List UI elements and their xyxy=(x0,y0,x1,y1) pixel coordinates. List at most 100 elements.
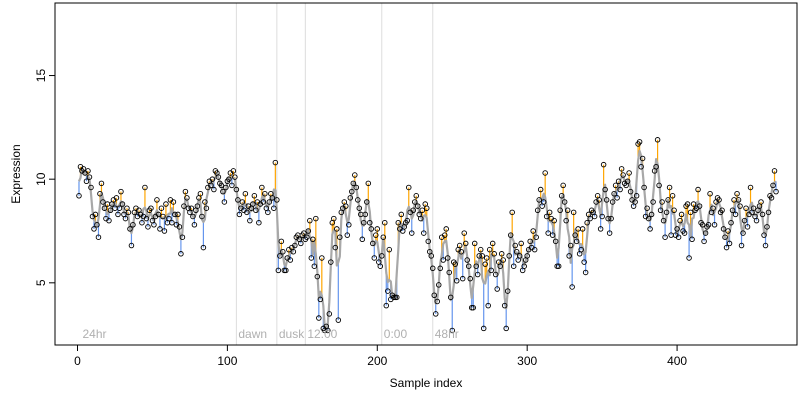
data-point xyxy=(170,199,177,205)
data-point xyxy=(176,224,183,230)
data-point xyxy=(412,199,418,205)
data-point xyxy=(435,282,442,288)
data-point xyxy=(513,248,520,255)
data-point xyxy=(561,199,568,205)
data-point xyxy=(211,186,217,193)
data-point xyxy=(684,201,691,207)
data-point xyxy=(385,288,391,294)
data-point xyxy=(441,232,448,238)
data-point xyxy=(97,190,103,197)
data-point xyxy=(406,184,412,191)
data-point xyxy=(678,211,685,218)
data-point xyxy=(209,176,216,182)
data-point xyxy=(612,182,619,189)
data-point xyxy=(88,184,94,191)
y-tick-label: 10 xyxy=(34,172,48,186)
data-point xyxy=(250,201,256,207)
data-point xyxy=(566,253,572,259)
data-point xyxy=(461,230,467,236)
data-point xyxy=(410,207,417,214)
data-point xyxy=(657,207,664,214)
data-point xyxy=(488,267,494,274)
data-point xyxy=(395,219,402,226)
data-point xyxy=(663,209,670,216)
data-point xyxy=(636,139,643,145)
data-point xyxy=(446,269,452,276)
data-point xyxy=(431,292,437,299)
annotation-label: 12:00 xyxy=(307,327,337,341)
data-point xyxy=(100,199,106,205)
data-point xyxy=(377,263,384,269)
data-point xyxy=(542,170,548,176)
data-point xyxy=(521,263,527,269)
data-point xyxy=(723,244,730,251)
data-point xyxy=(599,213,605,220)
data-point xyxy=(485,302,491,309)
data-point xyxy=(722,234,728,240)
data-point xyxy=(462,240,469,247)
data-point xyxy=(158,205,165,211)
data-point xyxy=(524,253,530,259)
data-point xyxy=(178,251,184,257)
data-point xyxy=(343,203,349,209)
data-point xyxy=(491,251,497,257)
data-point xyxy=(489,240,496,247)
data-point xyxy=(512,242,518,249)
data-point xyxy=(182,188,189,195)
data-point xyxy=(335,317,342,323)
data-point xyxy=(311,263,318,269)
data-point xyxy=(383,302,390,309)
data-point xyxy=(762,242,769,249)
data-point xyxy=(449,327,455,334)
data-point xyxy=(208,182,214,189)
data-point xyxy=(232,174,238,180)
data-point xyxy=(94,222,100,228)
data-point xyxy=(720,226,727,232)
data-point xyxy=(331,215,337,222)
data-point xyxy=(477,246,484,253)
data-point xyxy=(654,137,661,143)
data-point xyxy=(398,211,405,218)
annotation-labels: 24hr dawn dusk 12:00 0:00 48hr xyxy=(82,327,458,341)
data-point xyxy=(572,232,578,238)
data-point xyxy=(260,199,267,205)
data-point xyxy=(486,246,493,253)
data-point xyxy=(160,213,166,220)
data-point xyxy=(188,205,195,211)
data-point xyxy=(761,232,767,238)
data-point xyxy=(632,199,638,205)
data-point xyxy=(155,211,162,218)
data-point xyxy=(364,199,370,205)
data-point xyxy=(432,311,439,317)
data-point xyxy=(675,234,682,240)
data-point xyxy=(653,163,659,170)
data-point xyxy=(581,259,587,265)
data-point xyxy=(361,219,367,226)
data-point xyxy=(425,238,431,245)
data-point xyxy=(452,261,458,267)
data-point xyxy=(319,255,325,261)
data-point xyxy=(181,203,187,209)
data-point xyxy=(644,205,650,211)
data-point xyxy=(269,195,276,201)
data-point xyxy=(307,217,313,224)
data-point xyxy=(507,232,514,238)
data-point xyxy=(116,205,123,211)
data-point xyxy=(726,240,733,247)
data-point xyxy=(747,184,754,191)
data-point xyxy=(671,207,677,214)
data-point xyxy=(418,215,424,222)
data-point xyxy=(617,186,623,193)
data-point xyxy=(223,184,229,191)
data-point xyxy=(494,286,500,292)
data-point xyxy=(316,315,322,321)
data-point xyxy=(750,205,757,211)
data-point xyxy=(518,240,524,247)
data-point xyxy=(328,259,334,265)
data-point xyxy=(265,209,271,216)
data-point xyxy=(624,178,631,185)
data-point xyxy=(603,197,610,203)
y-axis-title: Expression xyxy=(9,144,23,203)
data-point xyxy=(699,222,706,228)
data-point xyxy=(719,207,725,214)
